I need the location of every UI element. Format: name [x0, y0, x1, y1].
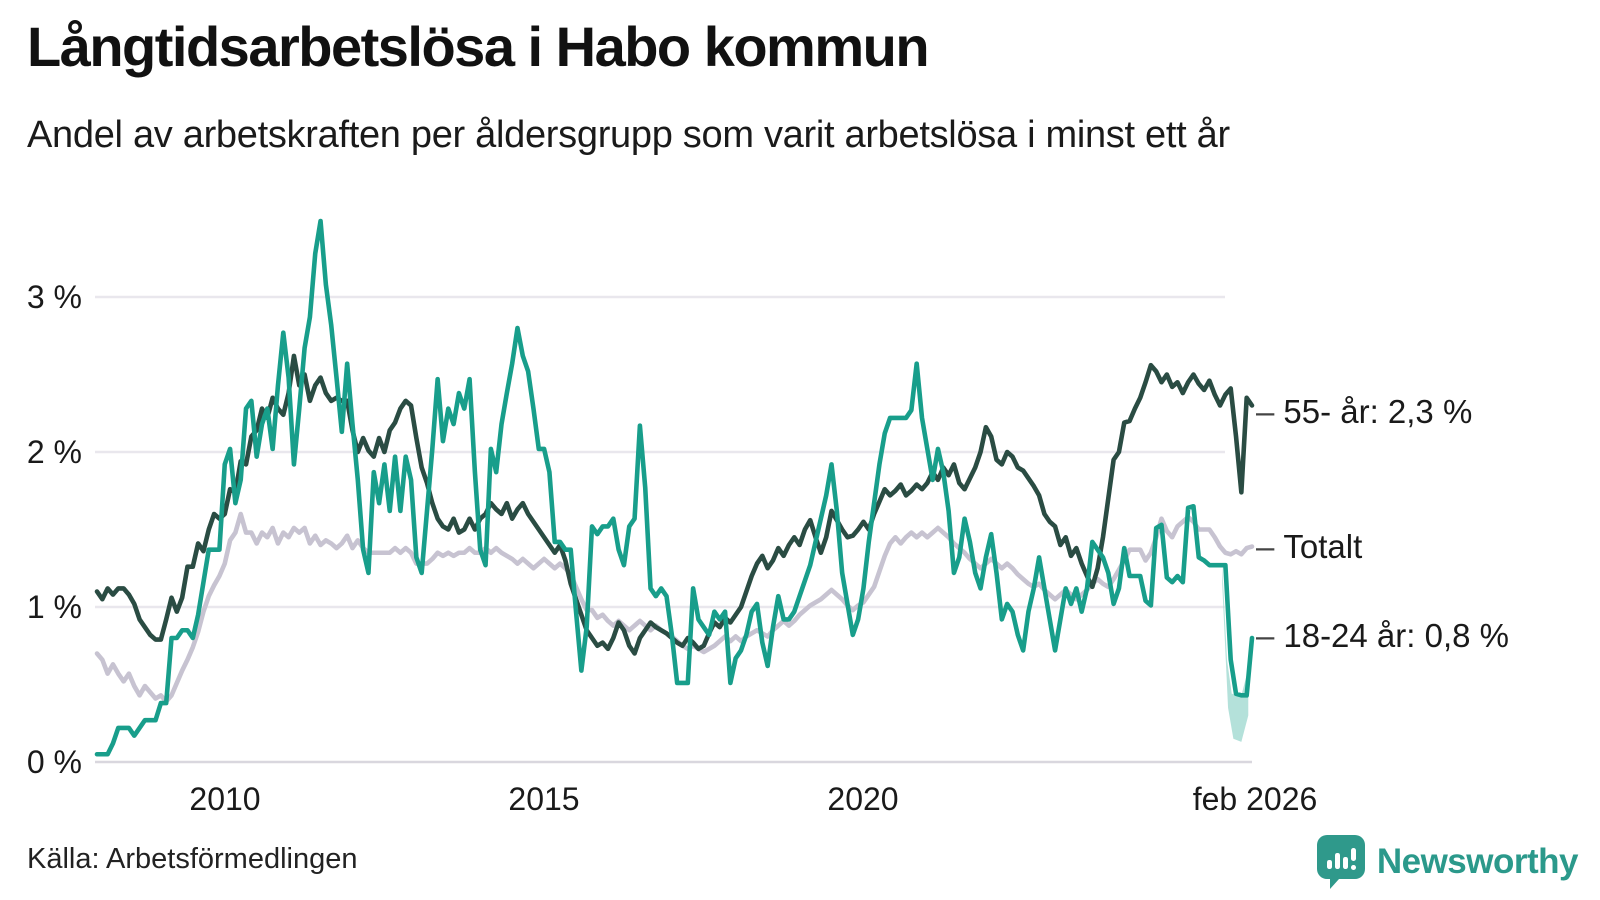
y-axis-tick-0: 0 %: [26, 744, 82, 780]
x-axis-tick-2010: 2010: [189, 781, 261, 817]
newsworthy-wordmark: Newsworthy: [1376, 842, 1579, 881]
series-label-totalt: – Totalt: [1256, 523, 1362, 571]
series-label-55: – 55- år: 2,3 %: [1256, 388, 1472, 436]
series-label-totalt-text: Totalt: [1283, 528, 1363, 565]
series-label-1824-text: 18-24 år: 0,8 %: [1283, 617, 1509, 654]
y-axis-tick-1: 1 %: [26, 589, 82, 625]
newsworthy-logo: Newsworthy: [1316, 834, 1579, 890]
y-axis-tick-2: 2 %: [26, 434, 82, 470]
source-note: Källa: Arbetsförmedlingen: [27, 843, 358, 875]
page-subtitle: Andel av arbetskraften per åldersgrupp s…: [27, 114, 1230, 156]
label-connector-dash: –: [1256, 617, 1275, 654]
y-axis-tick-3: 3 %: [26, 279, 82, 315]
x-axis-tick-feb-2026: feb 2026: [1192, 781, 1318, 817]
series-line-18-24år: [94, 218, 1255, 757]
x-axis-tick-2015: 2015: [508, 781, 580, 817]
page-title: Långtidsarbetslösa i Habo kommun: [27, 15, 930, 78]
x-axis-tick-2020: 2020: [827, 781, 899, 817]
label-connector-dash: –: [1256, 393, 1275, 430]
uncertainty-band: [1222, 565, 1249, 742]
speech-bubble-bar-chart-icon: [1316, 835, 1365, 889]
series-label-55-text: 55- år: 2,3 %: [1283, 393, 1473, 430]
series-label-1824: – 18-24 år: 0,8 %: [1256, 612, 1509, 660]
label-connector-dash: –: [1256, 528, 1275, 565]
